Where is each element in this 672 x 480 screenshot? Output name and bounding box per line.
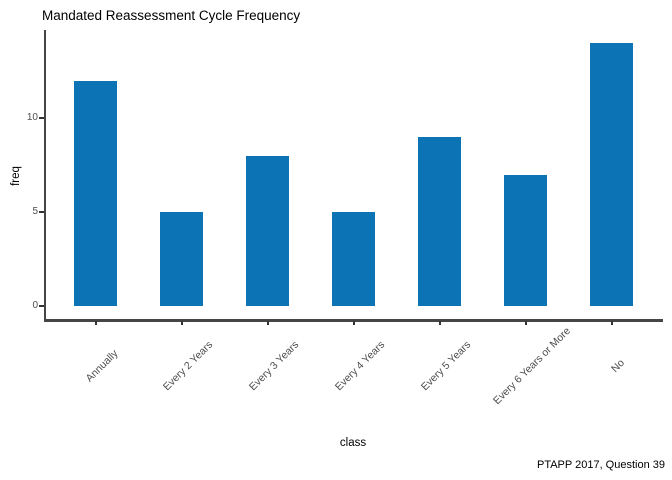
bar [246, 155, 290, 307]
y-axis-line [44, 30, 46, 322]
bar [160, 212, 204, 307]
y-tick-label: 0 [32, 300, 38, 312]
y-axis-tick [39, 117, 44, 120]
x-tick-label: Annually [83, 347, 121, 385]
x-axis-tick [438, 321, 441, 325]
x-axis-title: class [339, 437, 367, 449]
y-axis-title: freq [10, 166, 22, 186]
x-axis-line [44, 319, 663, 322]
x-tick-label: Every 3 Years [246, 338, 301, 394]
bar [504, 174, 548, 307]
chart-title: Mandated Reassessment Cycle Frequency [42, 8, 301, 23]
bar [590, 43, 634, 307]
x-axis-tick [94, 321, 97, 325]
y-axis-tick [39, 211, 44, 214]
x-tick-label: Every 2 Years [160, 338, 215, 394]
x-axis-tick [266, 321, 269, 325]
x-tick-label: Every 6 Years or More [490, 325, 573, 407]
x-tick-label: Every 4 Years [332, 338, 387, 394]
chart-caption: PTAPP 2017, Question 39 [536, 459, 665, 471]
y-axis-tick [39, 305, 44, 308]
bar [332, 212, 376, 307]
x-axis-tick [352, 321, 355, 325]
x-tick-label: No [608, 357, 627, 375]
x-axis-tick [610, 321, 613, 325]
x-tick-label: Every 5 Years [418, 338, 473, 394]
y-tick-label: 5 [32, 206, 38, 218]
bar [74, 80, 118, 307]
x-axis-tick [524, 321, 527, 325]
y-tick-label: 10 [26, 112, 38, 124]
bar [418, 137, 462, 307]
x-axis-tick [180, 321, 183, 325]
